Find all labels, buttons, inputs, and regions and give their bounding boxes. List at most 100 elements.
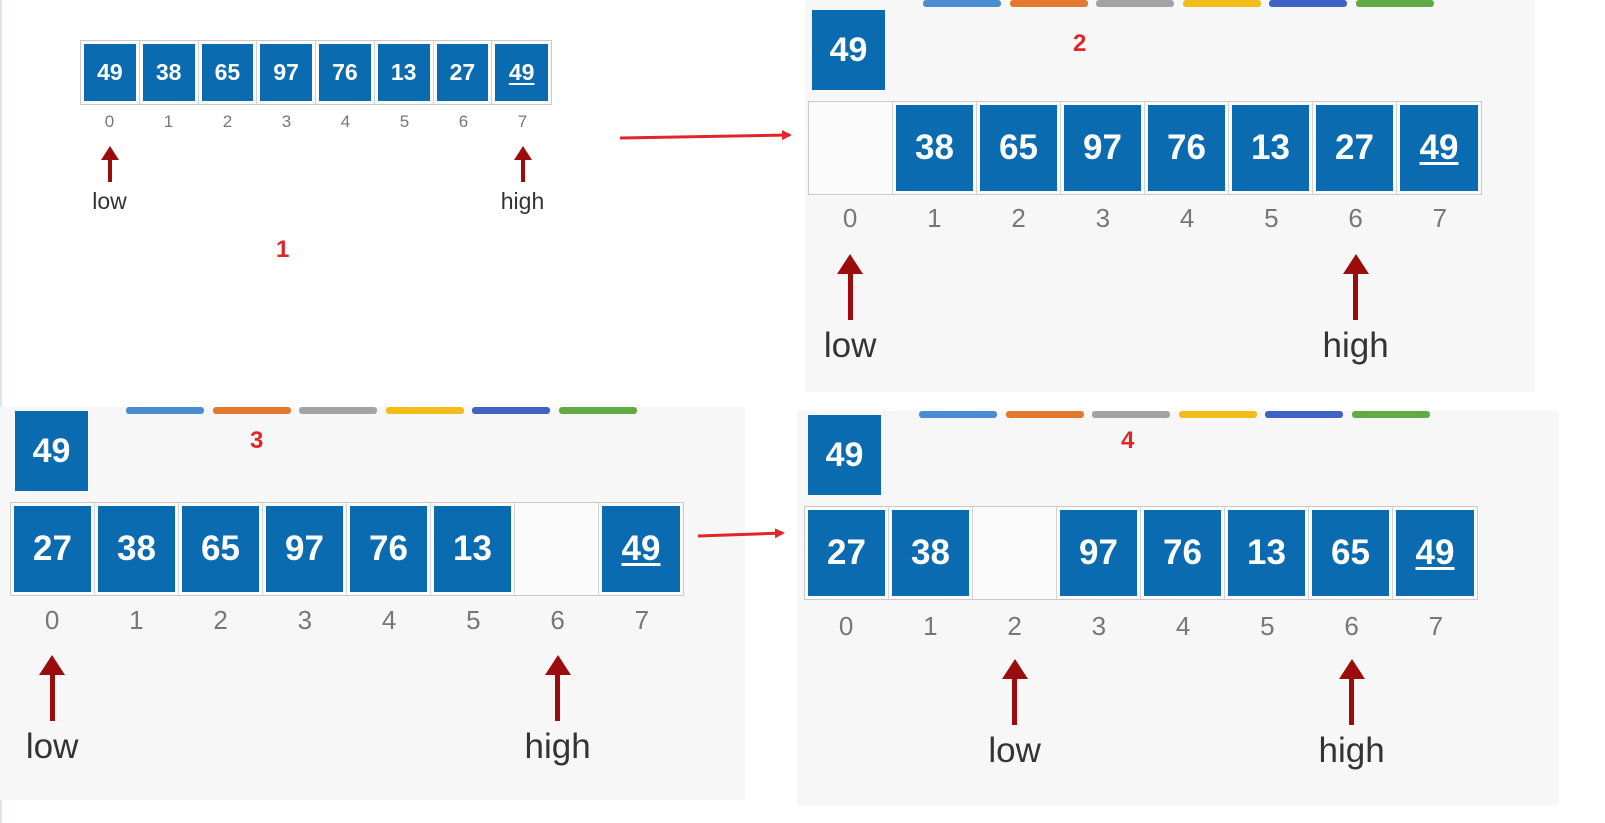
array-cell: 65 xyxy=(977,102,1061,194)
arrow-shaft xyxy=(1012,679,1018,725)
array-value-box: 76 xyxy=(319,44,371,101)
step-2-panel: 49 38 65 97 76 13 27 49 0 1 2 3 4 5 6 7 low high 2 xyxy=(805,0,1535,392)
array-value-text: 49 xyxy=(508,59,535,85)
array-value-text: 76 xyxy=(1163,533,1202,572)
array-cell: 38 xyxy=(140,41,199,104)
array-cell: 27 xyxy=(805,507,889,599)
array-value-box: 76 xyxy=(350,506,427,592)
color-tab xyxy=(919,411,997,418)
step-3-panel: 49 27 38 65 97 76 13 49 0 1 2 3 4 5 6 7 low high 3 xyxy=(0,407,745,800)
color-tab xyxy=(1265,411,1343,418)
color-tab xyxy=(1269,0,1347,7)
index-label: 0 xyxy=(842,203,858,233)
up-arrow-icon xyxy=(100,146,119,160)
index-label: 1 xyxy=(927,203,942,233)
step-number-label: 1 xyxy=(276,236,290,263)
array-value-box: 27 xyxy=(1316,105,1393,191)
array-value-text: 65 xyxy=(201,529,240,568)
high-label: high xyxy=(500,188,545,214)
array-value-box: 97 xyxy=(1060,510,1137,596)
array-cell: 97 xyxy=(1057,507,1141,599)
array-value-box: 13 xyxy=(377,44,430,101)
array-value-text: 97 xyxy=(1083,128,1122,167)
color-tab xyxy=(1182,0,1261,7)
array-cell: 13 xyxy=(1229,102,1313,194)
array-value-text: 76 xyxy=(1167,128,1206,167)
index-label: 2 xyxy=(1007,611,1022,641)
color-tab xyxy=(558,407,637,414)
color-tab xyxy=(1178,411,1257,418)
array-value-text: 65 xyxy=(999,128,1038,167)
arrow-shaft xyxy=(1353,274,1359,320)
array-value-box: 49 xyxy=(84,44,136,101)
array-value-text: 65 xyxy=(214,59,241,85)
array-cell: 65 xyxy=(199,41,258,104)
low-pointer: low xyxy=(70,146,149,215)
low-label: low xyxy=(988,731,1041,770)
array-value-text: 97 xyxy=(285,529,324,568)
array-cell: 49 xyxy=(599,503,683,595)
index-label: 7 xyxy=(517,112,528,131)
array-cell: 38 xyxy=(893,102,977,194)
array-value-text: 76 xyxy=(332,59,358,85)
array-value-box: 38 xyxy=(142,44,195,101)
index-label: 6 xyxy=(550,605,565,635)
pivot-value-box: 49 xyxy=(812,10,885,90)
pivot-value-box: 49 xyxy=(808,415,881,495)
index-label: 5 xyxy=(1260,611,1275,641)
array-value-box: 76 xyxy=(1144,510,1221,596)
index-label: 5 xyxy=(1264,203,1279,233)
array-value-box: 13 xyxy=(434,506,511,592)
color-tab xyxy=(212,407,291,414)
index-label: 4 xyxy=(1175,611,1191,641)
index-label: 0 xyxy=(104,112,115,131)
up-arrow-icon xyxy=(1338,659,1365,679)
up-arrow-icon xyxy=(39,655,66,675)
step-4-panel: 49 27 38 97 76 13 65 49 0 1 2 3 4 5 6 7 low high 4 xyxy=(797,411,1559,805)
connector-arrow-1-to-2 xyxy=(619,130,792,141)
array-value-box: 27 xyxy=(808,510,885,596)
color-tab xyxy=(1009,0,1088,7)
array-cell-empty xyxy=(973,507,1057,599)
array-cell: 49 xyxy=(81,41,140,104)
array-value-box: 38 xyxy=(98,506,175,592)
array-cell: 76 xyxy=(1141,507,1225,599)
index-label: 3 xyxy=(1095,203,1111,233)
index-label: 1 xyxy=(163,112,174,131)
array-value-box: 13 xyxy=(1232,105,1309,191)
arrow-shaft xyxy=(107,160,112,182)
array-value-box: 65 xyxy=(182,506,259,592)
arrow-shaft xyxy=(1349,679,1355,725)
color-tab xyxy=(472,407,550,414)
array-value-box: 65 xyxy=(1312,510,1389,596)
array-cell: 27 xyxy=(11,503,95,595)
array-value-box: 49 xyxy=(602,506,680,592)
array-value-text: 27 xyxy=(33,529,72,568)
array-value-box: 65 xyxy=(201,44,254,101)
array-cell: 76 xyxy=(316,41,375,104)
step-number-label: 4 xyxy=(1121,427,1135,454)
array-value-box: 38 xyxy=(892,510,969,596)
array-strip: 27 38 97 76 13 65 49 xyxy=(804,506,1478,600)
array-value-box: 97 xyxy=(266,506,343,592)
array-cell-empty xyxy=(515,503,599,595)
index-label: 6 xyxy=(1348,203,1363,233)
array-strip: 49 38 65 97 76 13 27 49 xyxy=(80,40,552,105)
array-value-text: 13 xyxy=(453,529,492,568)
up-arrow-icon xyxy=(1001,659,1028,679)
index-label: 3 xyxy=(297,605,313,635)
array-value-box: 38 xyxy=(896,105,973,191)
index-label: 4 xyxy=(1179,203,1195,233)
index-label: 6 xyxy=(458,112,469,131)
up-arrow-icon xyxy=(544,655,571,675)
color-tab xyxy=(1355,0,1434,7)
low-pointer: low xyxy=(963,659,1067,771)
color-tab xyxy=(1351,411,1430,418)
array-cell: 27 xyxy=(1313,102,1397,194)
index-label: 0 xyxy=(838,611,854,641)
color-tab xyxy=(1096,0,1174,7)
array-value-text: 13 xyxy=(390,59,417,85)
index-label: 2 xyxy=(213,605,228,635)
array-value-text: 38 xyxy=(117,529,156,568)
array-value-text: 13 xyxy=(1251,128,1290,167)
